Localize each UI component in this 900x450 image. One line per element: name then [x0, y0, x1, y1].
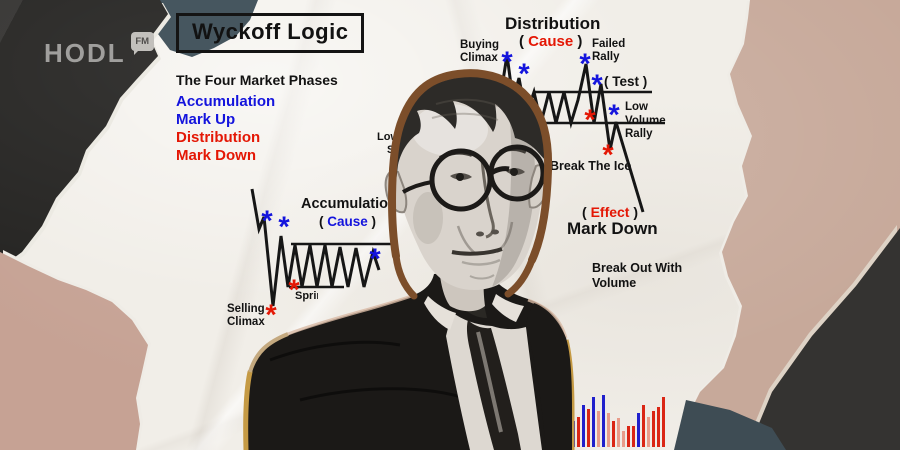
volume-bar	[627, 426, 630, 447]
volume-bar	[637, 413, 640, 447]
volume-bar	[652, 411, 655, 447]
distribution-red-asterisk-marker: *	[584, 104, 596, 137]
accumulation-blue-asterisk-marker: *	[369, 243, 381, 276]
distribution-red-asterisk-marker: *	[602, 139, 614, 172]
accumulation-line-chart	[250, 188, 397, 307]
mark-down-label: Mark Down	[567, 219, 658, 238]
acc-cause-close-paren: )	[367, 214, 377, 229]
glasses	[402, 144, 546, 212]
volume-bar	[657, 407, 660, 447]
volume-bar	[612, 421, 615, 447]
distribution-cause-label: ( Cause )	[519, 33, 582, 50]
acc-cause-word: Cause	[327, 214, 368, 229]
volume-bar-chart	[562, 394, 665, 447]
four-phases-heading: The Four Market Phases	[176, 72, 338, 88]
dist-cause-word: Cause	[528, 33, 574, 50]
hodl-brand-text: HODL	[44, 38, 126, 68]
distribution-blue-asterisk-marker: *	[518, 58, 530, 91]
fm-badge: FM	[130, 32, 154, 55]
volume-bar	[647, 417, 650, 447]
phase-list: Accumulation Mark Up Distribution Mark D…	[176, 93, 275, 165]
accumulation-price-line	[250, 188, 381, 307]
effect-word: Effect	[590, 204, 630, 220]
volume-bar	[632, 426, 635, 447]
volume-bar	[587, 409, 590, 447]
volume-bar	[662, 397, 665, 447]
distribution-blue-asterisk-marker: *	[501, 46, 513, 79]
dist-cause-open-paren: (	[519, 33, 529, 50]
hair	[395, 76, 546, 182]
break-the-ice-label: Break The Ice	[550, 159, 632, 173]
acc-cause-open-paren: (	[319, 214, 328, 229]
failed-rally-label: Failed Rally	[592, 38, 626, 63]
break-out-with-volume-label: Break Out With Volume	[592, 261, 683, 290]
effect-close-paren: )	[629, 204, 639, 220]
volume-bar	[577, 417, 580, 447]
shirt-and-tie	[424, 294, 572, 450]
volume-bar	[607, 413, 610, 447]
accumulation-blue-asterisk-marker: *	[261, 205, 273, 238]
distribution-blue-asterisk-marker: *	[579, 48, 591, 81]
phase-item-accumulation: Accumulation	[176, 93, 276, 110]
selling-climax-label: Selling Climax	[227, 303, 265, 328]
phase-item-mark-up: Mark Up	[176, 111, 236, 128]
volume-bar	[592, 397, 595, 447]
accumulation-red-asterisk-marker: *	[265, 299, 277, 332]
s-label-fragment: S	[387, 144, 395, 156]
volume-bar	[602, 395, 605, 447]
effect-label: ( Effect )	[582, 204, 638, 220]
volume-bar	[642, 405, 645, 447]
distribution-blue-asterisk-marker: *	[608, 99, 620, 132]
low-volume-rally-label: Low Volume Rally	[625, 101, 666, 140]
title-box: Wyckoff Logic	[176, 13, 365, 53]
hodl-fm-logo: HODL FM	[44, 32, 154, 68]
distribution-price-line	[498, 54, 645, 213]
phase-item-mark-down: Mark Down	[176, 147, 257, 164]
accumulation-blue-asterisk-marker: *	[278, 211, 290, 244]
distribution-blue-asterisk-marker: *	[591, 69, 603, 102]
head	[384, 79, 550, 290]
accumulation-chart-title: Accumulation	[301, 196, 397, 212]
accumulation-cause-label: ( Cause )	[319, 214, 376, 229]
phase-item-distribution: Distribution	[176, 129, 261, 146]
test-label: ( Test )	[604, 74, 648, 89]
accumulation-red-asterisk-marker: *	[288, 274, 300, 307]
volume-bar	[597, 411, 600, 447]
buying-climax-label: Buying Climax	[460, 39, 499, 64]
sticker-outline	[388, 69, 553, 300]
dist-cause-close-paren: )	[573, 33, 583, 50]
spring-label: Spring	[295, 290, 318, 302]
distribution-chart-title: Distribution	[505, 14, 601, 33]
volume-bar	[622, 431, 625, 447]
volume-bar	[582, 405, 585, 447]
effect-open-paren: (	[582, 204, 591, 220]
volume-bar	[617, 418, 620, 447]
